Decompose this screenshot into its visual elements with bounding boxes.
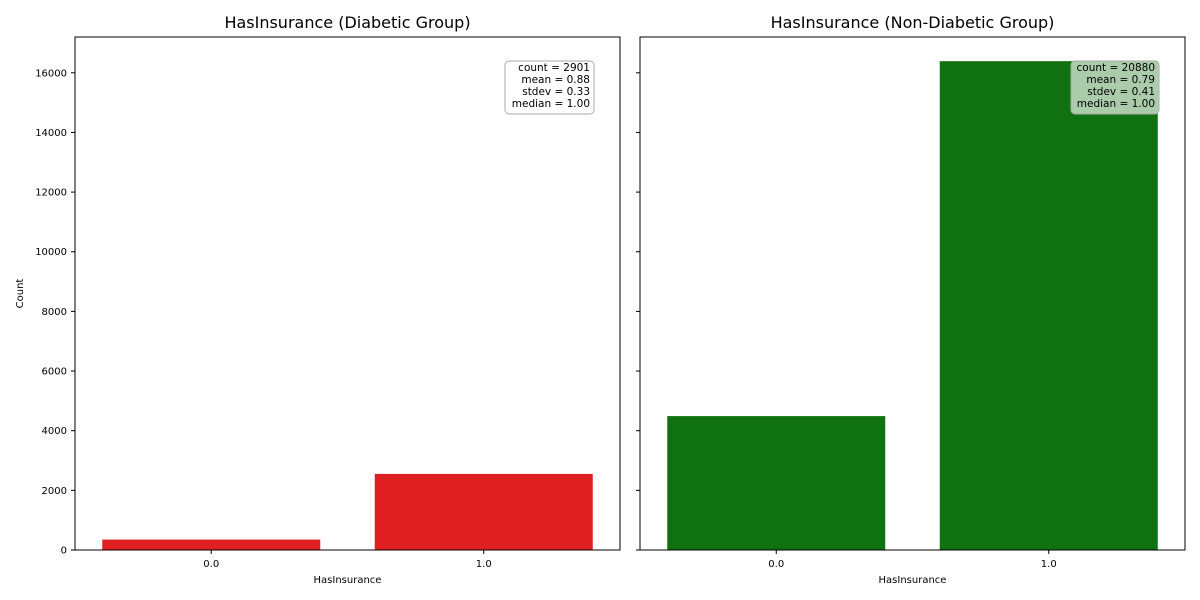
bar-0-0 — [102, 539, 321, 550]
stats-line: mean = 0.88 — [521, 74, 590, 86]
stats-line: count = 2901 — [518, 62, 590, 74]
bar-0-0 — [667, 416, 886, 550]
x-tick-label: 1.0 — [476, 559, 492, 570]
chart-title: HasInsurance (Diabetic Group) — [224, 13, 470, 32]
stats-line: median = 1.00 — [1077, 98, 1155, 110]
y-tick-label: 12000 — [35, 188, 67, 199]
stats-line: stdev = 0.33 — [522, 86, 590, 98]
y-tick-label: 2000 — [42, 486, 67, 497]
axes-frame — [74, 36, 621, 551]
y-tick-label: 4000 — [42, 426, 67, 437]
y-tick-label: 8000 — [42, 307, 67, 318]
stats-line: count = 20880 — [1077, 62, 1156, 74]
bar-1-0 — [374, 473, 593, 550]
stats-box — [504, 60, 595, 115]
x-tick-label: 1.0 — [1041, 559, 1057, 570]
y-tick-label: 16000 — [35, 68, 67, 79]
axes-frame — [639, 36, 1186, 551]
x-axis-label: HasInsurance — [879, 575, 947, 586]
stats-box — [1070, 60, 1160, 115]
bar-1-0 — [939, 61, 1158, 550]
y-tick-label: 10000 — [35, 247, 67, 258]
y-tick-label: 6000 — [42, 367, 67, 378]
x-tick-label: 0.0 — [203, 559, 219, 570]
y-tick-label: 0 — [61, 546, 67, 557]
x-tick-label: 0.0 — [768, 559, 784, 570]
stats-line: stdev = 0.41 — [1087, 86, 1155, 98]
chart-title: HasInsurance (Non-Diabetic Group) — [771, 13, 1055, 32]
stats-line: median = 1.00 — [512, 98, 590, 110]
y-axis-label: Count — [15, 279, 26, 309]
x-axis-label: HasInsurance — [314, 575, 382, 586]
y-tick-label: 14000 — [35, 128, 67, 139]
stats-line: mean = 0.79 — [1086, 74, 1155, 86]
